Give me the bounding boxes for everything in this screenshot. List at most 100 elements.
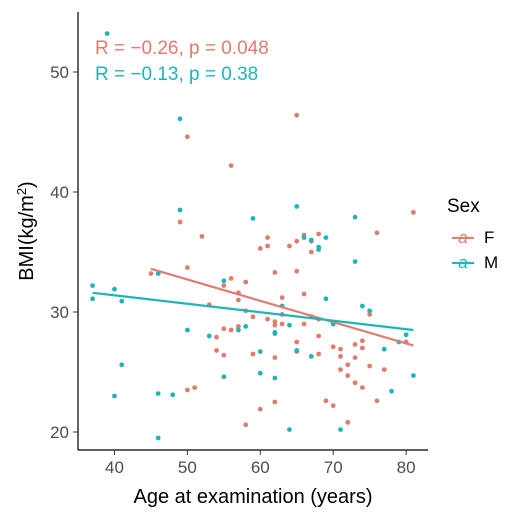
point-f-30: [272, 322, 278, 328]
point-f-64: [359, 338, 365, 344]
point-m-6: [119, 362, 125, 368]
point-m-20: [257, 349, 263, 354]
point-f-44: [301, 321, 307, 327]
stats-annotations: R = −0.26, p = 0.048 R = −0.13, p = 0.38: [95, 38, 269, 85]
point-f-4: [184, 265, 190, 270]
point-f-70: [374, 398, 380, 404]
fit-line-m: [92, 291, 414, 332]
point-f-39: [294, 268, 300, 274]
point-f-43: [301, 291, 307, 297]
point-f-29: [272, 319, 278, 324]
x-tick-label-40: 40: [105, 458, 124, 477]
point-f-54: [330, 403, 336, 408]
legend-key-glyph-f: a: [458, 228, 467, 247]
point-f-23: [250, 314, 256, 320]
point-f-11: [221, 352, 227, 358]
point-f-52: [323, 398, 329, 404]
y-tick-label-30: 30: [50, 303, 69, 322]
point-m-31: [308, 354, 314, 359]
point-m-24: [272, 375, 278, 381]
y-axis-title-base: BMI(kg/m: [16, 195, 38, 281]
point-f-14: [228, 276, 234, 281]
point-m-0: [90, 283, 95, 288]
point-f-56: [338, 354, 343, 359]
point-f-0: [148, 271, 154, 276]
point-m-43: [381, 346, 387, 352]
point-f-35: [279, 321, 285, 327]
y-ticks: 20 30 40 50: [50, 63, 78, 442]
point-m-23: [272, 331, 278, 336]
stat-annotation-m: R = −0.13, p = 0.38: [95, 64, 258, 85]
legend-label-m: M: [484, 253, 498, 272]
point-m-8: [155, 435, 161, 441]
legend-key-glyph-m: a: [458, 253, 467, 272]
point-f-58: [345, 420, 351, 425]
point-m-17: [236, 327, 241, 333]
point-m-2: [104, 31, 110, 36]
point-m-3: [112, 286, 117, 292]
point-m-14: [206, 333, 212, 339]
point-f-33: [279, 295, 285, 300]
point-f-36: [287, 243, 292, 249]
point-m-26: [287, 427, 292, 432]
point-f-32: [272, 399, 278, 405]
x-tick-label-70: 70: [324, 458, 343, 477]
point-f-19: [243, 279, 249, 285]
point-m-40: [352, 259, 358, 264]
stat-f-r: R = −0.26,: [95, 38, 189, 59]
stat-m-r: R = −0.13,: [95, 64, 189, 85]
point-m-1: [90, 296, 95, 302]
y-axis-title-close: ): [16, 181, 38, 188]
point-f-38: [294, 238, 300, 244]
point-f-1: [184, 134, 190, 140]
point-m-13: [184, 327, 190, 333]
point-m-44: [389, 388, 394, 394]
fit-line-f: [150, 267, 414, 347]
stat-annotation-f: R = −0.26, p = 0.048: [95, 38, 269, 59]
point-f-67: [367, 363, 373, 369]
point-m-35: [323, 235, 329, 241]
point-f-24: [257, 246, 263, 251]
point-f-60: [345, 373, 351, 378]
point-m-32: [308, 237, 314, 243]
point-f-65: [359, 345, 365, 351]
point-m-10: [170, 392, 176, 398]
point-f-31: [272, 355, 278, 360]
legend-item-m: a M: [452, 253, 498, 272]
stat-m-p: p = 0.38: [189, 64, 258, 85]
y-axis-title: BMI(kg/m2): [14, 181, 38, 280]
point-f-27: [265, 316, 270, 322]
point-m-18: [243, 324, 249, 329]
point-m-15: [221, 278, 227, 284]
point-f-66: [359, 385, 365, 390]
point-m-30: [301, 235, 307, 241]
point-m-39: [352, 214, 358, 220]
point-m-21: [257, 370, 263, 376]
legend: Sex a F a M: [447, 196, 498, 272]
point-f-40: [294, 339, 300, 345]
point-f-15: [228, 327, 234, 333]
point-f-62: [352, 355, 358, 360]
fit-lines-layer: [92, 267, 414, 347]
point-m-5: [119, 298, 125, 304]
point-m-12: [177, 207, 183, 213]
point-f-57: [338, 367, 343, 372]
point-m-38: [338, 427, 343, 432]
legend-title: Sex: [447, 196, 480, 217]
point-f-73: [411, 210, 416, 215]
point-f-25: [265, 235, 270, 241]
point-f-17: [236, 297, 241, 303]
point-m-27: [287, 322, 292, 328]
point-f-53: [330, 344, 336, 350]
point-m-19: [250, 216, 256, 221]
point-f-74: [257, 406, 263, 412]
point-m-36: [323, 296, 329, 302]
point-f-8: [214, 334, 219, 340]
x-tick-label-60: 60: [251, 458, 270, 477]
point-m-7: [155, 391, 161, 396]
point-m-16: [221, 374, 227, 380]
point-f-63: [352, 380, 358, 386]
point-f-10: [221, 326, 227, 332]
point-m-42: [367, 308, 373, 314]
